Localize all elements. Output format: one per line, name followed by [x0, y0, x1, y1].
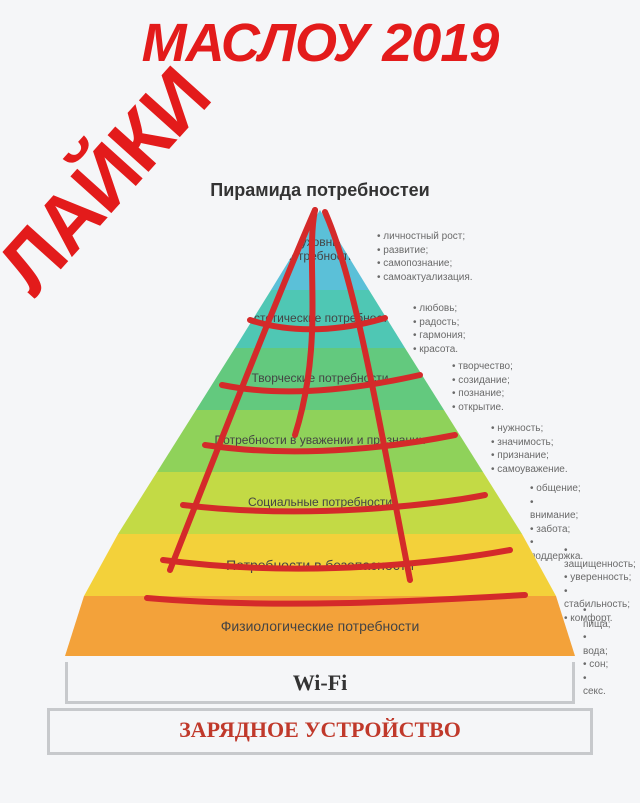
bullet-item: уверенность;: [564, 571, 636, 585]
bullet-item: сон;: [583, 658, 611, 672]
bullet-item: личностный рост;: [377, 230, 473, 244]
page: МАСЛОУ 2019 Пирамида потребностеи Духовн…: [0, 0, 640, 803]
bullet-item: развитие;: [377, 244, 473, 258]
bullet-item: внимание;: [530, 496, 583, 523]
bullet-item: вода;: [583, 631, 611, 658]
tier-bullets: нужность;значимость;признание;самоуважен…: [491, 422, 568, 476]
bullet-item: познание;: [452, 387, 513, 401]
pyramid-tier: Эстетические потребности: [235, 290, 405, 348]
tier-label: Потребности в безопасности: [84, 534, 556, 596]
bullet-item: нужность;: [491, 422, 568, 436]
bullet-item: пища;: [583, 604, 611, 631]
bullet-item: радость;: [413, 316, 466, 330]
pyramid-tier: Творческие потребности: [196, 348, 444, 410]
tier-label: Социальные потребности: [118, 472, 522, 534]
tier-bullets: личностный рост;развитие;самопознание;са…: [377, 230, 473, 284]
bullet-item: гармония;: [413, 329, 466, 343]
tier-label: Эстетические потребности: [235, 290, 405, 348]
pyramid-diagram: Духовные потребностиличностный рост;разв…: [65, 210, 575, 780]
bullet-item: творчество;: [452, 360, 513, 374]
bullet-item: общение;: [530, 482, 583, 496]
bullet-item: признание;: [491, 449, 568, 463]
bullet-item: любовь;: [413, 302, 466, 316]
pyramid-tier: Духовные потребности: [271, 210, 369, 290]
extra-tier-border: [47, 708, 593, 755]
bullet-item: самопознание;: [377, 257, 473, 271]
pyramid-tier: Физиологические потребности: [65, 596, 575, 656]
tier-label: Физиологические потребности: [65, 596, 575, 656]
main-title: МАСЛОУ 2019: [0, 12, 640, 74]
pyramid-tier: Потребности в безопасности: [84, 534, 556, 596]
bullet-item: созидание;: [452, 374, 513, 388]
extra-tier-border: [65, 662, 575, 704]
bullet-item: секс.: [583, 672, 611, 699]
tier-bullets: пища;вода;сон;секс.: [583, 604, 611, 699]
tier-label: Потребности в уважении и признании: [157, 410, 483, 472]
pyramid-tier: Потребности в уважении и признании: [157, 410, 483, 472]
bullet-item: самоактуализация.: [377, 271, 473, 285]
bullet-item: защищенность;: [564, 544, 636, 571]
tier-label: Духовные потребности: [271, 210, 369, 290]
tier-bullets: творчество;созидание;познание;открытие.: [452, 360, 513, 414]
pyramid-tier: Социальные потребности: [118, 472, 522, 534]
tier-label: Творческие потребности: [196, 348, 444, 410]
bullet-item: значимость;: [491, 436, 568, 450]
